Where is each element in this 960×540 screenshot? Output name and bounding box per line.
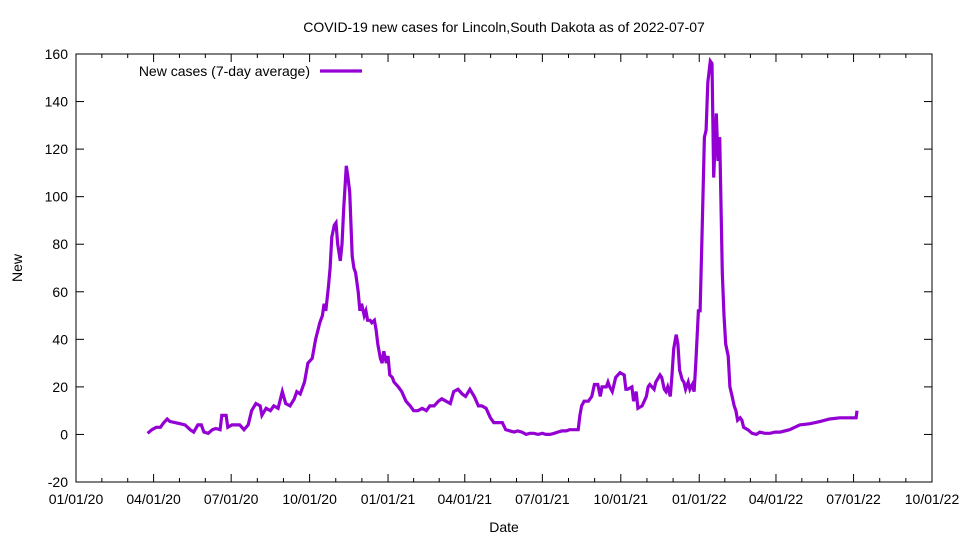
- x-tick-label: 10/01/21: [594, 491, 649, 507]
- x-tick-label: 07/01/20: [204, 491, 259, 507]
- y-tick-label: 20: [52, 379, 68, 395]
- chart-title: COVID-19 new cases for Lincoln,South Dak…: [303, 19, 705, 35]
- x-tick-label: 10/01/22: [905, 491, 960, 507]
- y-tick-label: 160: [45, 46, 69, 62]
- x-tick-label: 01/01/22: [672, 491, 727, 507]
- x-tick-label: 01/01/21: [361, 491, 416, 507]
- y-tick-label: 140: [45, 94, 69, 110]
- series-line-new-cases: [146, 56, 859, 437]
- plot-frame: [75, 53, 933, 483]
- x-tick-label: 07/01/22: [826, 491, 881, 507]
- x-tick-label: 04/01/22: [749, 491, 804, 507]
- y-tick-labels: -20 0 20 40 60 80 100 120 140 160: [45, 46, 69, 490]
- y-tick-label: 80: [52, 236, 68, 252]
- y-tick-label: 60: [52, 284, 68, 300]
- y-axis-label: New: [9, 253, 25, 282]
- x-tick-label: 10/01/20: [282, 491, 337, 507]
- x-tick-label: 04/01/21: [438, 491, 493, 507]
- y-tick-label: 40: [52, 331, 68, 347]
- y-tick-label: 120: [45, 141, 69, 157]
- axes-ticks: [75, 53, 933, 483]
- y-tick-label: 100: [45, 189, 69, 205]
- x-tick-labels: 01/01/20 04/01/20 07/01/20 10/01/20 01/01/21…: [49, 491, 960, 507]
- y-tick-label: -20: [48, 474, 68, 490]
- y-tick-label: 0: [60, 426, 68, 442]
- x-axis-label: Date: [489, 519, 519, 535]
- x-tick-label: 01/01/20: [49, 491, 104, 507]
- legend-label: New cases (7-day average): [139, 63, 310, 79]
- x-tick-label: 07/01/21: [515, 491, 570, 507]
- x-tick-label: 04/01/20: [126, 491, 181, 507]
